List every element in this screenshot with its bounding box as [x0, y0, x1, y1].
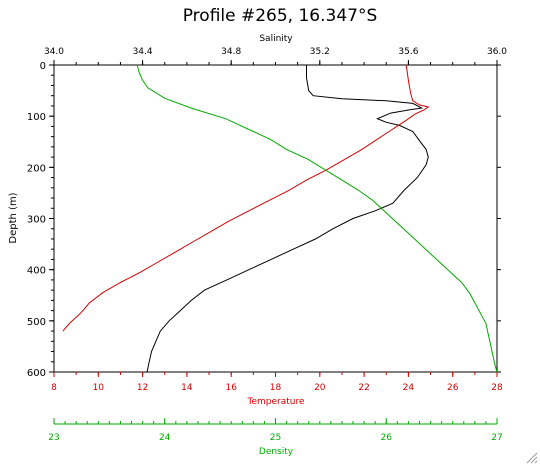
- salinity-axis-label: Salinity: [259, 34, 293, 44]
- temperature-axis-label: Temperature: [246, 397, 304, 407]
- density-tick-label: 24: [159, 433, 171, 443]
- temperature-profile-line: [62, 64, 430, 332]
- temperature-tick-label: 22: [358, 383, 369, 393]
- depth-axis-label: Depth (m): [8, 192, 19, 243]
- temperature-tick-label: 16: [225, 383, 237, 393]
- resize-grip-icon[interactable]: [524, 450, 538, 464]
- temperature-tick-label: 10: [93, 383, 105, 393]
- temperature-tick-label: 14: [181, 383, 193, 393]
- salinity-tick-label: 34.8: [221, 47, 241, 57]
- temperature-tick-label: 24: [403, 383, 415, 393]
- density-tick-label: 27: [491, 433, 502, 443]
- salinity-tick-label: 34.0: [44, 47, 64, 57]
- salinity-tick-label: 35.6: [398, 47, 418, 57]
- density-profile-line: [136, 64, 498, 373]
- salinity-tick-label: 36.0: [487, 47, 507, 57]
- temperature-tick-label: 12: [137, 383, 148, 393]
- temperature-tick-label: 26: [447, 383, 459, 393]
- temperature-tick-label: 8: [51, 383, 57, 393]
- salinity-tick-label: 34.4: [133, 47, 153, 57]
- y-tick-label: 600: [27, 368, 46, 379]
- y-tick-label: 100: [27, 112, 46, 123]
- temperature-tick-label: 18: [270, 383, 282, 393]
- chart-title: Profile #265, 16.347°S: [183, 6, 378, 26]
- temperature-tick-label: 28: [491, 383, 503, 393]
- salinity-profile-line: [146, 65, 429, 373]
- density-tick-label: 23: [48, 433, 59, 443]
- y-tick-label: 300: [27, 215, 46, 226]
- y-tick-label: 400: [27, 266, 46, 277]
- salinity-tick-label: 35.2: [310, 47, 330, 57]
- density-tick-label: 26: [381, 433, 393, 443]
- y-tick-label: 0: [40, 61, 46, 72]
- plot-frame: [53, 64, 498, 373]
- density-axis-label: Density: [259, 447, 294, 457]
- density-tick-label: 25: [270, 433, 281, 443]
- y-tick-label: 500: [27, 317, 46, 328]
- y-tick-label: 200: [27, 163, 46, 174]
- temperature-tick-label: 20: [314, 383, 326, 393]
